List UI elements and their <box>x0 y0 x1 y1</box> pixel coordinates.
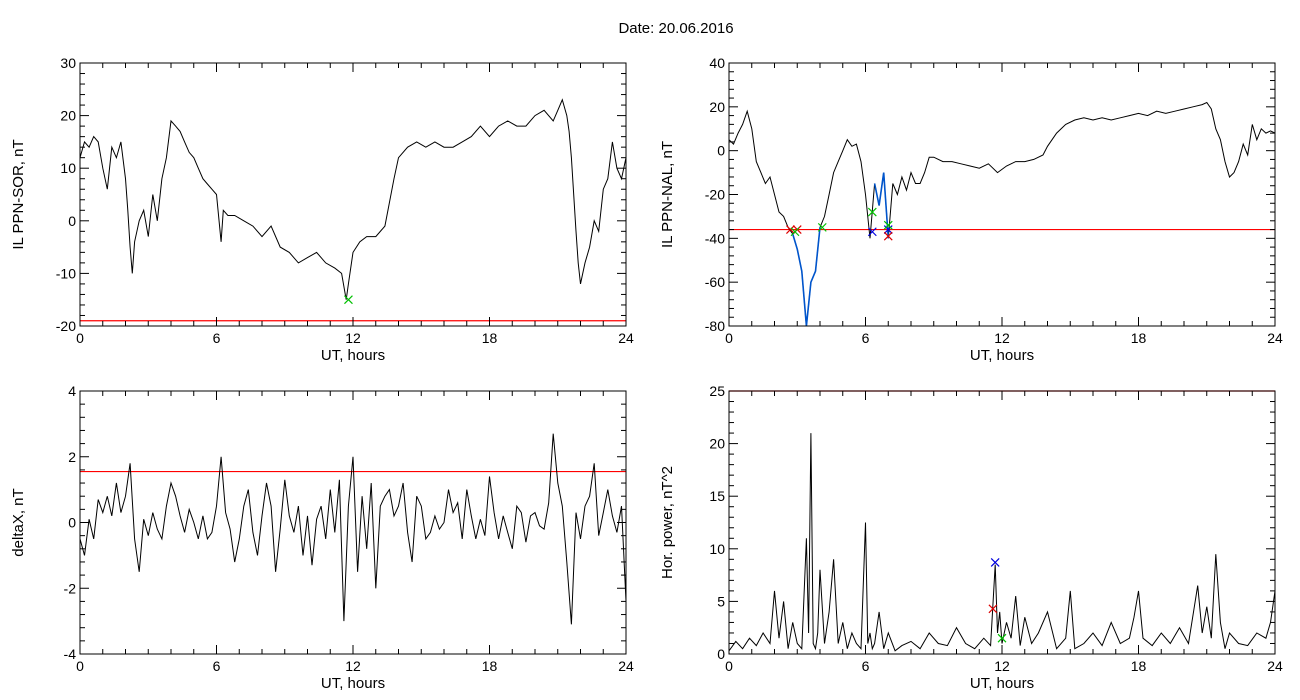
x-tick-label: 12 <box>345 330 361 346</box>
y-tick-label: 20 <box>709 436 725 452</box>
event-marker <box>988 604 998 614</box>
event-marker <box>883 225 893 234</box>
series-line <box>729 433 1275 652</box>
series-line <box>80 433 626 625</box>
x-tick-label: 12 <box>345 658 361 674</box>
x-tick-label: 24 <box>1267 658 1283 674</box>
event-marker <box>997 633 1007 643</box>
x-axis-label: UT, hours <box>970 347 1034 364</box>
x-tick-label: 6 <box>213 330 221 346</box>
x-tick-label: 18 <box>1131 330 1147 346</box>
y-axis-label: deltaX, nT <box>10 488 27 556</box>
event-marker <box>883 231 893 241</box>
y-tick-label: -2 <box>64 580 77 596</box>
event-marker <box>867 207 877 217</box>
y-tick-label: 2 <box>68 449 76 465</box>
series-line <box>729 101 1275 326</box>
x-tick-label: 24 <box>618 658 634 674</box>
x-tick-label: 18 <box>482 330 498 346</box>
x-tick-label: 0 <box>725 658 733 674</box>
y-tick-label: -40 <box>705 230 725 246</box>
x-tick-label: 18 <box>1131 658 1147 674</box>
y-tick-label: 0 <box>68 213 76 229</box>
x-tick-label: 12 <box>994 330 1010 346</box>
event-marker <box>883 220 893 230</box>
x-axis-label: UT, hours <box>321 347 385 364</box>
y-tick-label: 0 <box>717 646 725 662</box>
event-marker <box>344 295 353 305</box>
y-tick-label: 5 <box>717 593 725 609</box>
panel-ppn-nal: 0 6 12 18 24 -80 -60 -40 -20 0 20 40 UT, hours IL PPN… <box>659 55 1283 364</box>
event-marker <box>990 558 1000 567</box>
x-tick-label: 18 <box>482 658 498 674</box>
event-marker <box>817 222 827 232</box>
y-tick-label: -10 <box>56 265 76 281</box>
y-tick-label: 4 <box>68 383 76 399</box>
event-marker <box>786 225 795 234</box>
x-tick-label: 6 <box>862 330 870 346</box>
y-tick-label: -20 <box>56 318 76 334</box>
x-tick-label: 0 <box>76 330 84 346</box>
x-tick-label: 0 <box>725 330 733 346</box>
y-tick-label: 0 <box>68 515 76 531</box>
y-tick-label: -60 <box>705 274 725 290</box>
panel-ppn-sor: 0 6 12 18 24 -20 -10 0 10 20 30 UT, hours IL PPN-SOR… <box>10 55 634 364</box>
x-tick-label: 6 <box>862 658 870 674</box>
highlighted-segment <box>791 227 821 326</box>
x-axis-label: UT, hours <box>970 675 1034 692</box>
series-line <box>80 98 626 300</box>
plot-frame <box>79 390 627 655</box>
x-tick-label: 6 <box>213 658 221 674</box>
panel-hor-power: 0 6 12 18 24 0 5 10 15 20 25 UT, hours Hor. power, n… <box>659 383 1283 692</box>
x-tick-label: 24 <box>1267 330 1283 346</box>
y-tick-label: -80 <box>705 318 725 334</box>
event-marker <box>790 227 800 237</box>
date-label: Date: 20.06.2016 <box>618 20 733 37</box>
y-tick-label: -20 <box>705 187 725 203</box>
event-marker <box>867 227 877 237</box>
y-tick-label: 25 <box>709 383 725 399</box>
y-tick-label: 10 <box>60 160 76 176</box>
y-tick-label: 30 <box>60 55 76 71</box>
x-tick-label: 12 <box>994 658 1010 674</box>
y-tick-label: 40 <box>709 55 725 71</box>
x-tick-label: 0 <box>76 658 84 674</box>
y-tick-label: 15 <box>709 488 725 504</box>
y-tick-label: 20 <box>60 108 76 124</box>
y-axis-label: IL PPN-NAL, nT <box>659 141 676 248</box>
y-tick-label: 20 <box>709 99 725 115</box>
highlighted-segment <box>873 172 890 239</box>
y-tick-label: -4 <box>64 646 77 662</box>
y-tick-label: 0 <box>717 143 725 159</box>
y-tick-label: 10 <box>709 541 725 557</box>
y-axis-label: IL PPN-SOR, nT <box>10 139 27 249</box>
plot-frame <box>79 62 627 327</box>
x-tick-label: 24 <box>618 330 634 346</box>
y-axis-label: Hor. power, nT^2 <box>659 466 676 579</box>
x-axis-label: UT, hours <box>321 675 385 692</box>
